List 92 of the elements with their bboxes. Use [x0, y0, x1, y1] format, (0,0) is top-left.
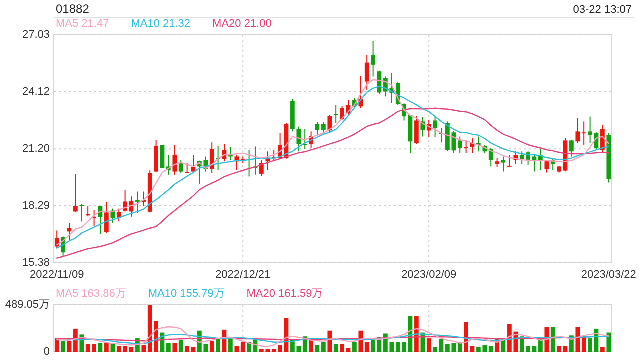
y-tick-label: 489.05万: [5, 298, 50, 311]
bar: [606, 332, 612, 352]
candlestick: [80, 204, 84, 222]
candlestick: [576, 118, 580, 144]
bar: [61, 341, 66, 352]
candlestick: [334, 104, 338, 124]
bar: [340, 344, 344, 352]
candlestick: [123, 190, 128, 212]
bar: [328, 330, 332, 352]
text: MA10 155.79万: [148, 288, 225, 300]
bar: [228, 340, 233, 352]
candlestick: [495, 158, 500, 168]
bar: [371, 340, 376, 352]
candlestick: [328, 114, 332, 134]
bar: [433, 347, 438, 352]
text: MA10 21.32: [131, 18, 191, 30]
candlestick: [364, 54, 370, 90]
y-tick-label: 0: [44, 346, 50, 358]
x-tick-label: 2022/11/09: [30, 269, 84, 281]
bar: [129, 347, 134, 352]
bar: [414, 316, 419, 352]
candlestick: [172, 144, 178, 176]
candlestick: [296, 126, 302, 152]
candlestick: [458, 136, 462, 154]
x-tick-label: 2022/12/21: [216, 269, 271, 281]
bar: [576, 327, 580, 352]
bar: [104, 342, 109, 352]
y-tick-label: 24.12: [22, 86, 50, 98]
candlestick: [340, 106, 344, 120]
y-tick-label: 27.03: [22, 28, 50, 41]
text: MA20 21.00: [212, 18, 272, 30]
y-tick-label: 21.20: [22, 143, 50, 156]
text: MA20 161.59万: [246, 288, 324, 300]
bar: [166, 343, 171, 352]
candlestick: [74, 174, 78, 213]
y-tick-label: 18.29: [22, 200, 50, 212]
bar: [488, 346, 494, 352]
bar: [178, 340, 184, 352]
candlestick: [260, 160, 264, 177]
x-tick-label: 2023/02/09: [402, 269, 457, 281]
bar: [557, 346, 562, 352]
line-series: [56, 326, 610, 348]
candlestick: [570, 140, 574, 158]
bar: [185, 346, 190, 352]
bar: [216, 338, 220, 352]
bar: [234, 346, 240, 352]
bar: [563, 346, 568, 352]
bar: [364, 342, 370, 352]
candlestick: [588, 116, 592, 144]
text: 03-22 13:07: [573, 4, 632, 16]
candlestick: [508, 154, 512, 168]
candlestick: [104, 201, 109, 234]
bar: [352, 342, 357, 352]
y-tick-label: 15.38: [22, 256, 50, 269]
candlestick: [582, 121, 586, 146]
bar: [54, 338, 60, 352]
candlestick: [86, 206, 90, 218]
bar: [470, 346, 475, 352]
text: MA5 163.86万: [56, 288, 126, 300]
candlestick: [501, 156, 506, 172]
candlestick: [433, 116, 438, 138]
candlestick: [54, 230, 60, 249]
x-tick-label: 2023/03/22: [581, 269, 636, 281]
candlestick: [178, 160, 184, 174]
candlestick: [210, 142, 214, 174]
bar: [334, 344, 338, 352]
bar: [600, 347, 605, 352]
candlestick: [185, 162, 190, 174]
candlestick: [464, 140, 468, 154]
bar: [346, 348, 351, 352]
candlestick: [322, 122, 326, 135]
bar: [550, 327, 556, 352]
bar: [74, 328, 78, 352]
candlestick: [160, 144, 165, 169]
candlestick: [414, 116, 419, 145]
bar: [532, 346, 537, 352]
bar: [67, 341, 72, 352]
bar: [439, 340, 444, 352]
candlestick: [136, 191, 140, 214]
bar: [358, 330, 364, 352]
bar: [322, 342, 326, 352]
bar: [191, 347, 196, 352]
candlestick: [371, 40, 376, 78]
text: MA5 21.47: [56, 18, 110, 30]
bar: [142, 345, 146, 352]
bar: [172, 343, 178, 352]
bar: [98, 343, 103, 352]
bar: [110, 344, 116, 352]
bar: [588, 338, 592, 352]
bar: [210, 341, 214, 352]
chart-title: 01882: [56, 2, 90, 16]
line-series: [56, 334, 610, 344]
